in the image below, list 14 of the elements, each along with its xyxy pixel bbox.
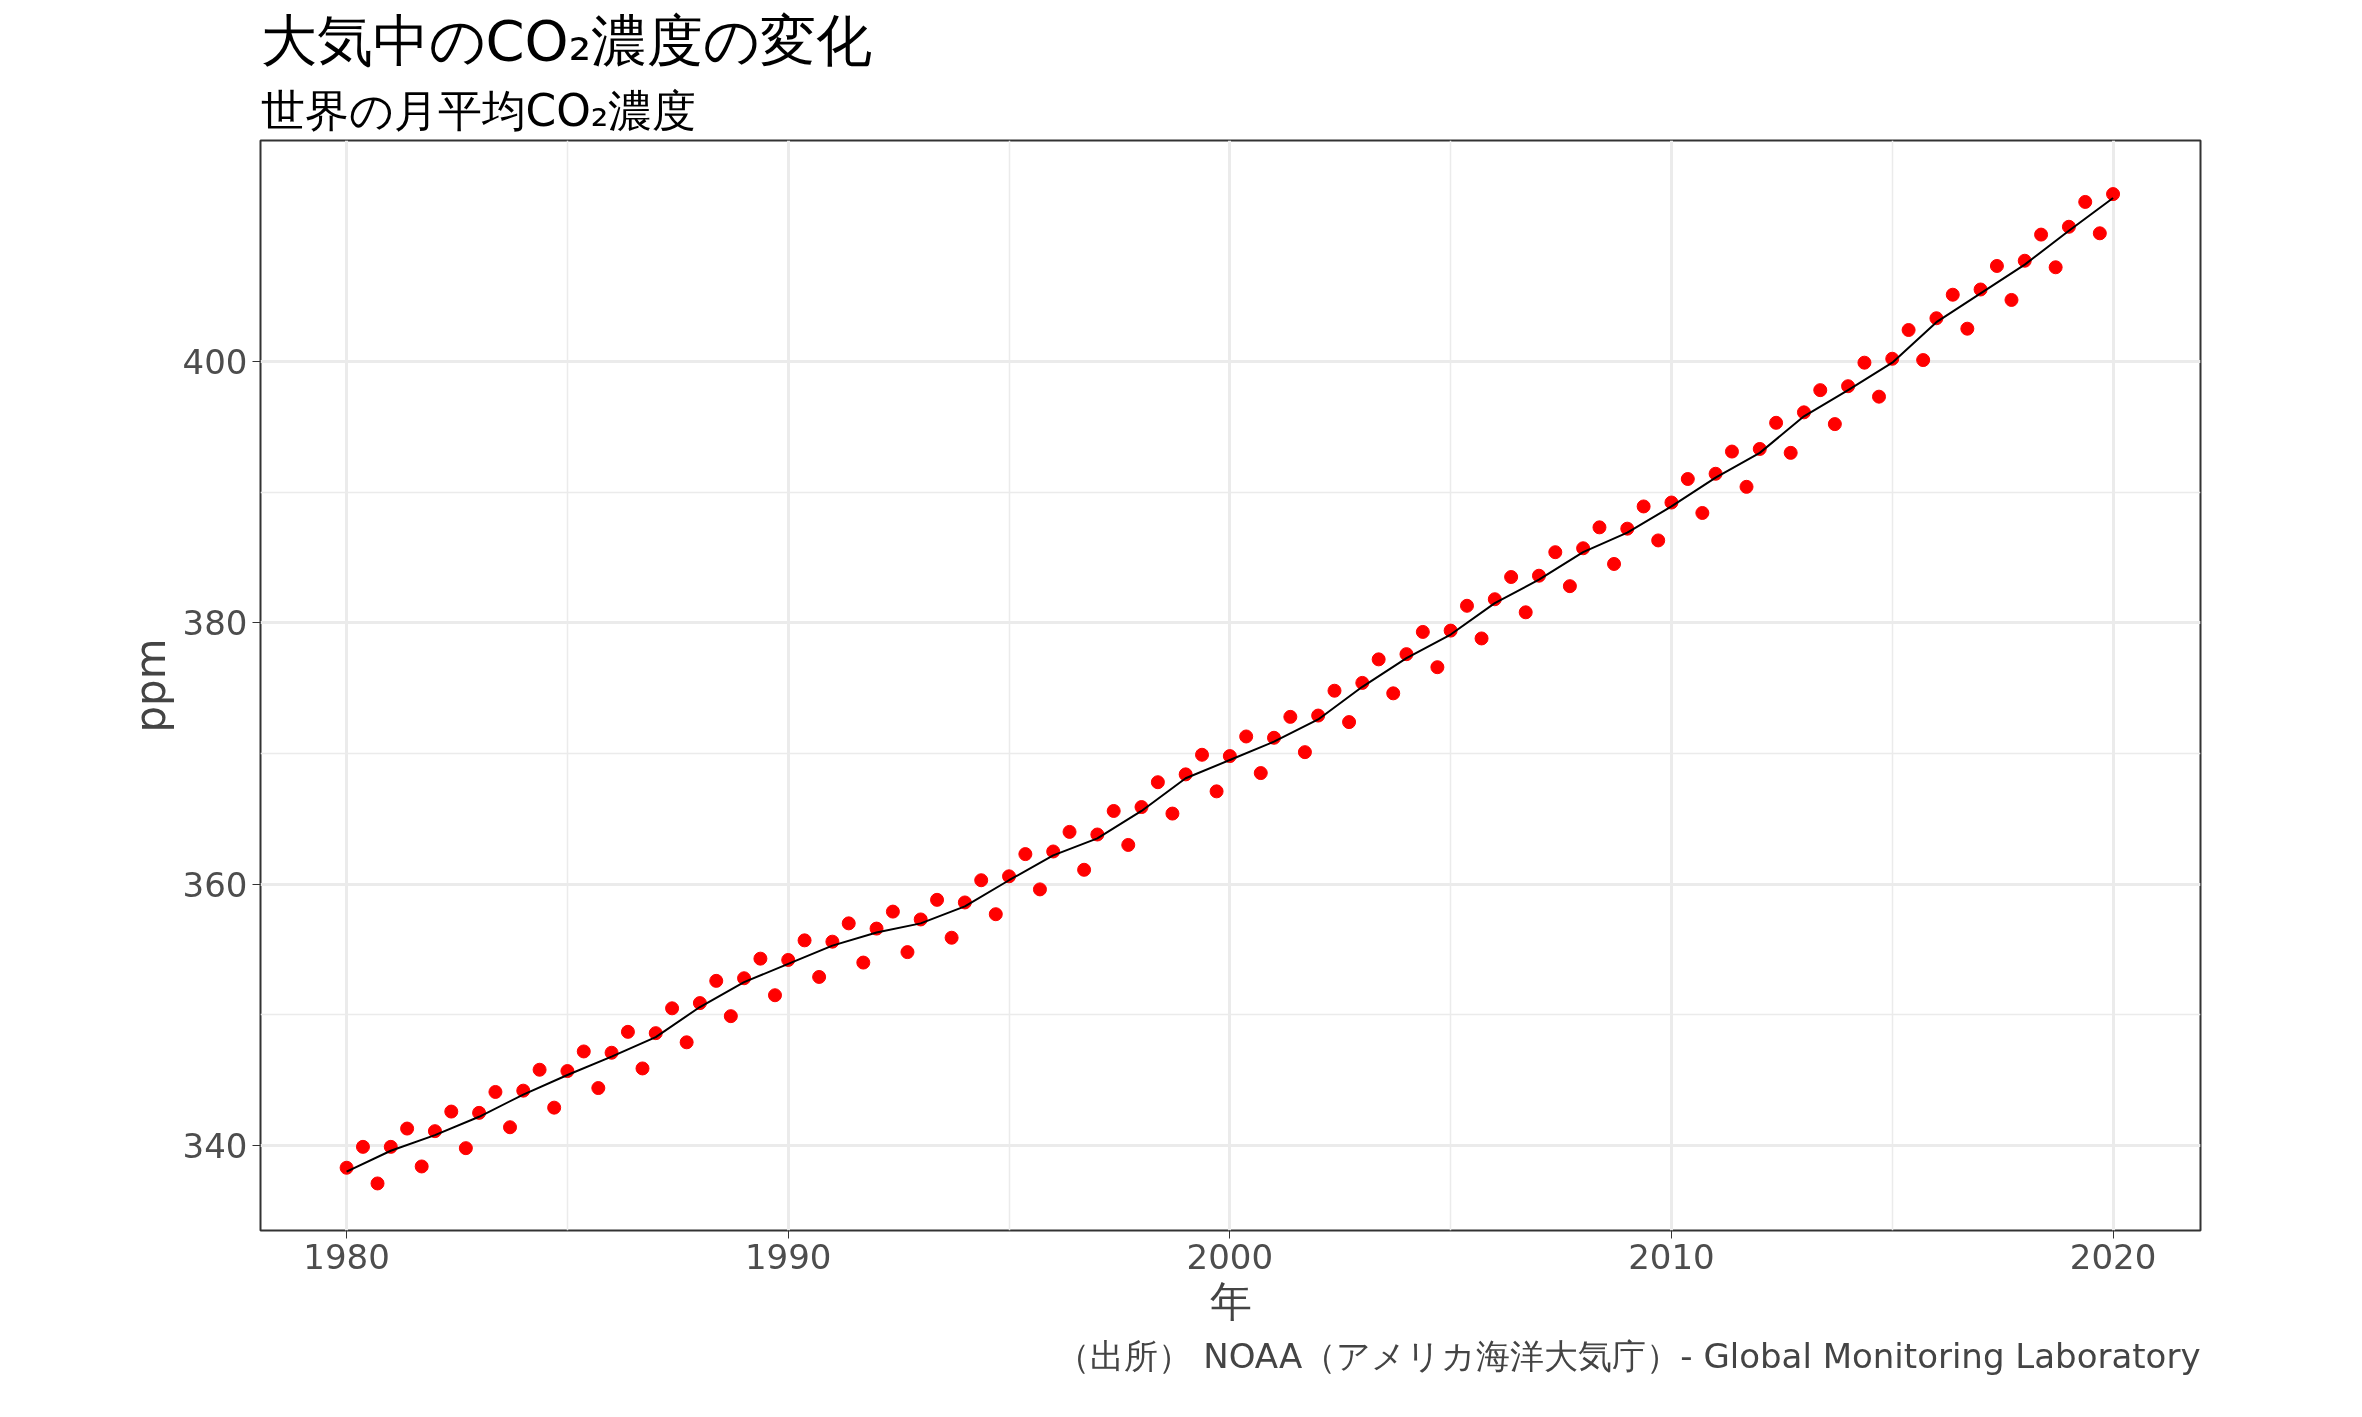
y-axis-title: ppm [125,638,175,733]
chart-title: 大気中のCO₂濃度の変化 [260,7,873,73]
chart-subtitle: 世界の月平均CO₂濃度 [260,84,697,136]
x-tick-label: 2010 [1628,1236,1715,1277]
x-tick-label: 2020 [2069,1236,2157,1277]
x-tick-label: 1990 [744,1236,832,1277]
x-axis-title: 年 [1209,1276,1252,1326]
x-tick-label: 1980 [303,1236,390,1277]
text: （出所） NOAA（アメリカ海洋大気庁）- Global Monitoring Laboratory [1056,1335,2201,1376]
y-tick-label: 340 [182,1126,248,1167]
y-tick-label: 360 [182,864,248,905]
x-tick-label: 2000 [1186,1236,1274,1277]
y-tick-label: 400 [182,341,248,382]
y-tick-label: 380 [182,603,248,644]
